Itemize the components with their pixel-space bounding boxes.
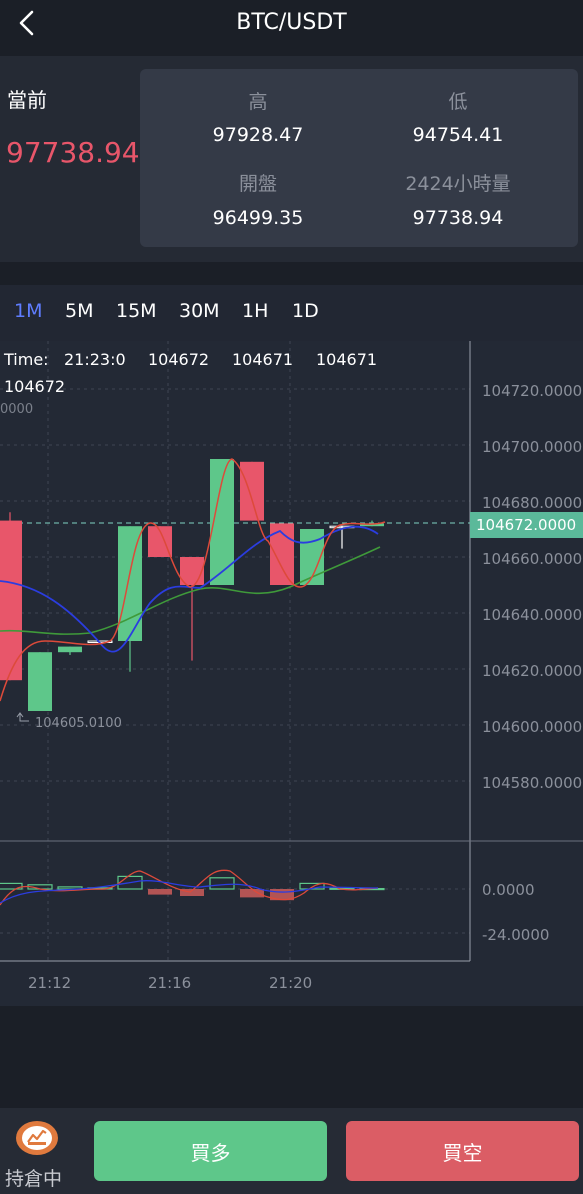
top-bar: BTC/USDT bbox=[0, 0, 583, 52]
macd-line-blue bbox=[0, 880, 379, 904]
low-value: 94754.41 bbox=[412, 124, 504, 146]
price-tick: 104600.0000 bbox=[482, 718, 582, 736]
tab-15m[interactable]: 15M bbox=[116, 300, 157, 322]
last-price-tag-text: 104672.0000 bbox=[476, 516, 576, 534]
open-value: 96499.35 bbox=[212, 207, 304, 229]
macd-bar bbox=[180, 889, 204, 896]
info-value-2: 104671 bbox=[232, 350, 293, 369]
ma-line-red bbox=[0, 458, 386, 702]
time-tick: 21:20 bbox=[269, 974, 312, 992]
candle bbox=[180, 557, 204, 585]
ma-line-blue bbox=[0, 525, 379, 653]
ma-line-green bbox=[0, 546, 381, 635]
macd-bar bbox=[148, 889, 172, 895]
candle bbox=[240, 461, 264, 521]
low-marker-text: 104605.0100 bbox=[35, 716, 122, 731]
indicator-tick: 0.0000 bbox=[482, 881, 535, 899]
price-tick: 104720.0000 bbox=[482, 382, 582, 400]
stats-card: 高 低 97928.47 94754.41 開盤 2424小時量 96499.3… bbox=[140, 69, 578, 247]
time-tick: 21:16 bbox=[148, 974, 191, 992]
low-price-marker: 104605.0100 bbox=[16, 712, 122, 731]
current-price: 97738.94 bbox=[6, 136, 140, 169]
time-label: Time: bbox=[3, 350, 49, 369]
volume-label: 2424小時量 bbox=[405, 173, 511, 195]
indicator-tick: -24.0000 bbox=[482, 926, 549, 944]
macd-bar bbox=[240, 889, 264, 898]
holding-label[interactable]: 持倉中 bbox=[5, 1168, 63, 1190]
buy-short-button[interactable]: 買空 bbox=[346, 1121, 579, 1181]
macd-bar bbox=[209, 877, 235, 890]
macd-line-red bbox=[0, 869, 379, 906]
tab-1m[interactable]: 1M bbox=[14, 300, 43, 322]
price-tick: 104680.0000 bbox=[482, 494, 582, 512]
price-tick: 104620.0000 bbox=[482, 662, 582, 680]
price-tick: 104700.0000 bbox=[482, 438, 582, 456]
high-label: 高 bbox=[248, 91, 268, 113]
tab-1h[interactable]: 1H bbox=[242, 300, 269, 322]
info-value-1: 104672 bbox=[148, 350, 209, 369]
period-tabs bbox=[0, 285, 583, 341]
tab-1d[interactable]: 1D bbox=[292, 300, 319, 322]
price-tick: 104580.0000 bbox=[482, 774, 582, 792]
high-value: 97928.47 bbox=[212, 124, 304, 146]
candlestick-chart[interactable]: 104720.0000 104700.0000 104680.0000 1046… bbox=[0, 341, 583, 1006]
current-price-label: 當前 bbox=[7, 88, 47, 112]
low-label: 低 bbox=[448, 91, 468, 113]
price-tick: 104660.0000 bbox=[482, 550, 582, 568]
candle bbox=[360, 523, 384, 527]
open-label: 開盤 bbox=[238, 173, 277, 195]
macd-bars bbox=[0, 875, 385, 901]
candle bbox=[28, 652, 52, 711]
back-arrow-icon[interactable] bbox=[14, 8, 42, 38]
macd-bar bbox=[117, 875, 143, 890]
volume-value: 97738.94 bbox=[412, 207, 504, 229]
candle bbox=[0, 520, 22, 681]
clipped-axis-label: 0000 bbox=[0, 402, 33, 417]
buy-long-button[interactable]: 買多 bbox=[94, 1121, 327, 1181]
candles bbox=[0, 459, 384, 711]
macd-bar bbox=[270, 889, 294, 901]
tab-5m[interactable]: 5M bbox=[65, 300, 94, 322]
info-value-3: 104671 bbox=[316, 350, 377, 369]
price-tick: 104640.0000 bbox=[482, 606, 582, 624]
tab-30m[interactable]: 30M bbox=[179, 300, 220, 322]
candle bbox=[58, 646, 82, 653]
candle bbox=[118, 526, 142, 641]
holding-icon[interactable] bbox=[15, 1120, 59, 1156]
page-title: BTC/USDT bbox=[236, 10, 347, 35]
time-tick: 21:12 bbox=[28, 974, 71, 992]
last-price-tag bbox=[470, 512, 583, 538]
info-value-4: 104672 bbox=[4, 377, 65, 396]
time-value: 21:23:0 bbox=[64, 350, 126, 369]
